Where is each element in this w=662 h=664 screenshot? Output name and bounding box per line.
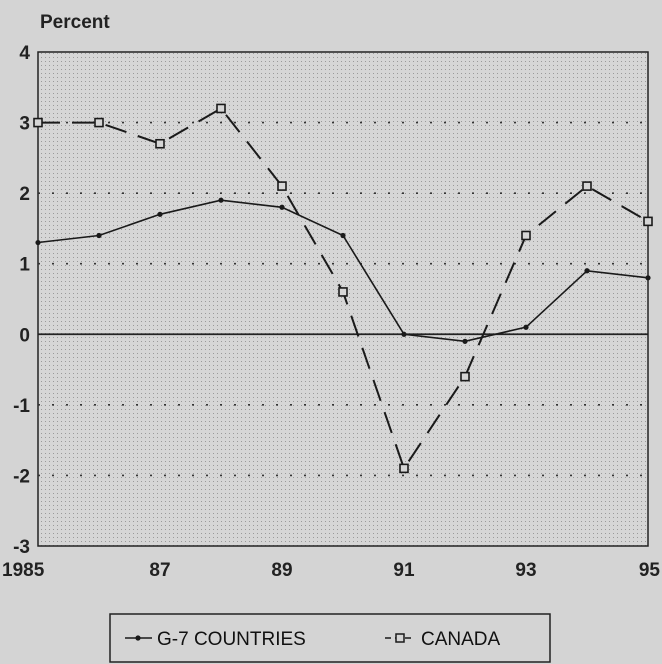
plot-area	[37, 51, 649, 547]
canada-point	[277, 181, 287, 191]
canada-point	[521, 230, 531, 241]
g7-point	[523, 324, 529, 330]
g7-point	[584, 268, 590, 274]
y-axis-label: Percent	[40, 12, 110, 33]
y-tick-label: 4	[19, 43, 30, 64]
g7-point	[645, 275, 651, 281]
g7-point	[340, 232, 346, 239]
grid-lines	[38, 121, 648, 477]
x-tick-label: 91	[393, 560, 415, 581]
canada-point	[582, 181, 592, 191]
axes: -3 -2 -1 0 1 2 3 4 1985 87 89 91 93 95	[2, 43, 660, 581]
y-tick-label: 1	[19, 255, 30, 276]
x-tick-label: 89	[271, 560, 292, 581]
x-tick-label: 1985	[2, 560, 45, 581]
x-tick-label: 95	[639, 560, 661, 581]
legend-marker-g7	[135, 635, 141, 641]
y-tick-label: 3	[19, 114, 30, 135]
g7-point	[157, 211, 163, 217]
legend-box	[109, 613, 551, 663]
canada-point	[33, 117, 43, 128]
canada-point	[643, 216, 653, 227]
canada-point	[94, 117, 104, 128]
canada-point	[216, 103, 226, 114]
legend: G-7 COUNTRIES CANADA	[109, 613, 551, 663]
x-tick-label: 87	[149, 560, 170, 581]
legend-label-g7: G-7 COUNTRIES	[157, 629, 306, 650]
g7-point	[462, 338, 468, 344]
g7-point	[401, 331, 407, 337]
canada-point	[155, 138, 165, 149]
canada-point	[399, 463, 409, 474]
series-lines	[33, 103, 653, 474]
canada-point	[338, 287, 348, 297]
y-tick-label: -3	[13, 537, 30, 558]
canada-point	[460, 371, 470, 382]
g7-point	[279, 204, 285, 210]
y-tick-label: -1	[13, 396, 30, 417]
g7-point	[35, 239, 41, 246]
y-tick-label: 0	[19, 325, 30, 346]
x-tick-label: 93	[515, 560, 536, 581]
g7-point	[218, 197, 224, 203]
y-tick-label: 2	[19, 184, 30, 205]
legend-marker-canada	[395, 633, 405, 643]
g7-point	[96, 232, 102, 239]
legend-label-canada: CANADA	[421, 629, 501, 650]
y-tick-label: -2	[13, 466, 30, 487]
